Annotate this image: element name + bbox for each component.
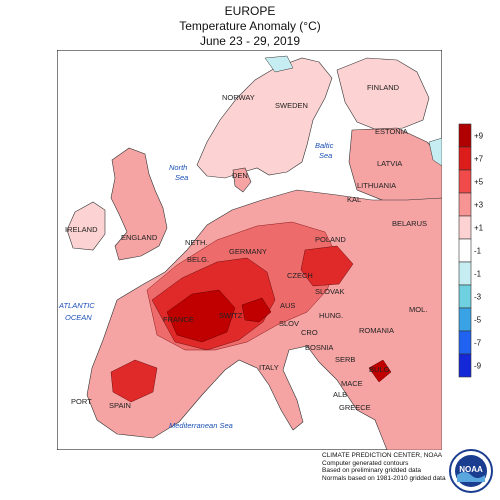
label-belarus: BELARUS [392,219,427,228]
label-slov: SLOV [279,319,299,328]
land-baltics [348,127,442,203]
footer-credits: CLIMATE PREDICTION CENTER, NOAA Computer… [322,452,446,482]
legend-label: +7 [474,155,484,164]
legend-label: -9 [474,362,482,371]
anomaly-cool-east [428,137,442,167]
label-germany: GERMANY [229,247,267,256]
anomaly-hottest-alps [241,297,272,323]
label-romania: ROMANIA [359,326,394,335]
label-norway: NORWAY [222,93,255,102]
legend-label: +5 [474,178,484,187]
legend-swatch [458,261,472,286]
map-region-title: EUROPE [224,4,276,18]
anomaly-color-scale: +9 +7 +5 +3 +1 -1 -1 -3 -5 -7 -9 [458,123,484,378]
label-switz: SWITZ [219,311,243,320]
label-italy: ITALY [259,363,279,372]
footer-line-4: Normals based on 1981-2010 gridded data [322,474,446,482]
label-belg: BELG. [187,255,209,264]
label-poland: POLAND [315,235,346,244]
label-bulg: BULG [369,365,390,374]
label-alb: ALB [333,390,347,399]
legend-swatch [458,307,472,332]
label-czech: CZECH [287,271,313,280]
legend-label: +1 [474,224,484,233]
label-sweden: SWEDEN [275,101,308,110]
label-den: DEN [232,171,248,180]
label-latvia: LATVIA [377,159,402,168]
label-mediterranean: Mediterranean Sea [169,421,233,430]
legend-label: +3 [474,201,484,210]
legend-swatch [458,330,472,355]
map-variable-title: Temperature Anomaly (°C) [179,19,321,33]
footer-line-3: Based on preliminary gridded data [322,467,422,474]
label-north-sea-1: North [169,163,187,172]
label-slovak: SLOVAK [315,287,344,296]
land-ireland [66,201,106,251]
label-baltic-sea-2: Sea [319,151,332,160]
anomaly-hot-greece [368,359,392,383]
legend-label: -1 [474,270,482,279]
land-finland [336,57,430,131]
label-england: ENGLAND [121,233,158,242]
label-kal: KAL [347,195,361,204]
anomaly-hot-spain [110,359,158,403]
legend-swatch [458,215,472,240]
label-north-sea-2: Sea [175,173,188,182]
land-denmark [232,167,252,193]
label-mace: MACE [341,379,363,388]
legend-label: +9 [474,132,484,141]
title-block: EUROPE Temperature Anomaly (°C) June 23 … [0,4,500,49]
footer-line-2: Computer generated contours [322,459,409,467]
label-serb: SERB [335,355,355,364]
label-ireland: IRELAND [65,225,98,234]
noaa-logo-text: NOAA [459,465,483,474]
footer-line-1: CLIMATE PREDICTION CENTER, NOAA [322,452,443,459]
legend-swatch [458,353,472,378]
legend-label: -5 [474,316,482,325]
label-atlantic-2: OCEAN [65,313,92,322]
legend-label: -3 [474,293,482,302]
label-aus: AUS [280,301,295,310]
label-spain: SPAIN [109,401,131,410]
label-hung: HUNG. [319,311,343,320]
anomaly-cool-atlantic [264,55,294,73]
legend-swatch [458,146,472,171]
label-baltic-sea-1: Baltic [315,141,334,150]
legend-label: -1 [474,247,482,256]
label-cro: CRO [301,328,318,337]
noaa-logo: NOAA [449,449,493,493]
noaa-logo-wave [457,472,485,482]
map-date-title: June 23 - 29, 2019 [199,34,301,48]
legend-label: -7 [474,339,482,348]
anomaly-hottest-france [166,289,236,343]
label-neth: NETH. [185,238,208,247]
anomaly-map: NORWAY SWEDEN FINLAND ESTONIA LATVIA LIT… [57,50,442,450]
label-finland: FINLAND [367,83,400,92]
legend-swatch [458,238,472,263]
label-atlantic-1: ATLANTIC [58,301,95,310]
label-port: PORT [71,397,92,406]
anomaly-hot-poland [300,245,354,287]
legend-swatch [458,169,472,194]
label-estonia: ESTONIA [375,127,408,136]
label-france: FRANCE [163,315,194,324]
land-britain [110,147,168,261]
label-greece: GREECE [339,403,371,412]
legend-swatch [458,192,472,217]
label-mol: MOL. [409,305,427,314]
legend-swatch [458,284,472,309]
label-bosnia: BOSNIA [305,343,333,352]
label-lithuania: LITHUANIA [357,181,396,190]
legend-swatch [458,123,472,148]
